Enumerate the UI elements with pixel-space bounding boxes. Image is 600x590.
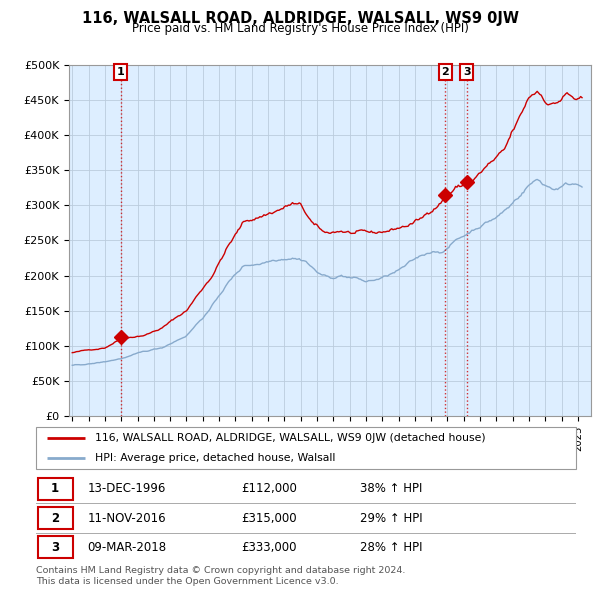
Text: 11-NOV-2016: 11-NOV-2016 xyxy=(88,512,166,525)
Text: Price paid vs. HM Land Registry's House Price Index (HPI): Price paid vs. HM Land Registry's House … xyxy=(131,22,469,35)
Text: 28% ↑ HPI: 28% ↑ HPI xyxy=(360,540,422,553)
Text: £333,000: £333,000 xyxy=(241,540,296,553)
FancyBboxPatch shape xyxy=(38,536,73,559)
Text: £112,000: £112,000 xyxy=(241,483,297,496)
Text: 2: 2 xyxy=(51,512,59,525)
Text: 116, WALSALL ROAD, ALDRIDGE, WALSALL, WS9 0JW: 116, WALSALL ROAD, ALDRIDGE, WALSALL, WS… xyxy=(82,11,518,25)
Text: 09-MAR-2018: 09-MAR-2018 xyxy=(88,540,166,553)
FancyBboxPatch shape xyxy=(38,507,73,529)
Text: 1: 1 xyxy=(116,67,124,77)
FancyBboxPatch shape xyxy=(36,427,576,469)
Text: 3: 3 xyxy=(463,67,470,77)
Text: 2: 2 xyxy=(442,67,449,77)
Text: 13-DEC-1996: 13-DEC-1996 xyxy=(88,483,166,496)
Text: 29% ↑ HPI: 29% ↑ HPI xyxy=(360,512,422,525)
Text: 3: 3 xyxy=(51,540,59,553)
Text: £315,000: £315,000 xyxy=(241,512,297,525)
FancyBboxPatch shape xyxy=(38,477,73,500)
Text: 116, WALSALL ROAD, ALDRIDGE, WALSALL, WS9 0JW (detached house): 116, WALSALL ROAD, ALDRIDGE, WALSALL, WS… xyxy=(95,433,486,443)
Text: HPI: Average price, detached house, Walsall: HPI: Average price, detached house, Wals… xyxy=(95,453,336,463)
Text: 38% ↑ HPI: 38% ↑ HPI xyxy=(360,483,422,496)
Text: 1: 1 xyxy=(51,483,59,496)
Text: Contains HM Land Registry data © Crown copyright and database right 2024.
This d: Contains HM Land Registry data © Crown c… xyxy=(36,566,406,586)
